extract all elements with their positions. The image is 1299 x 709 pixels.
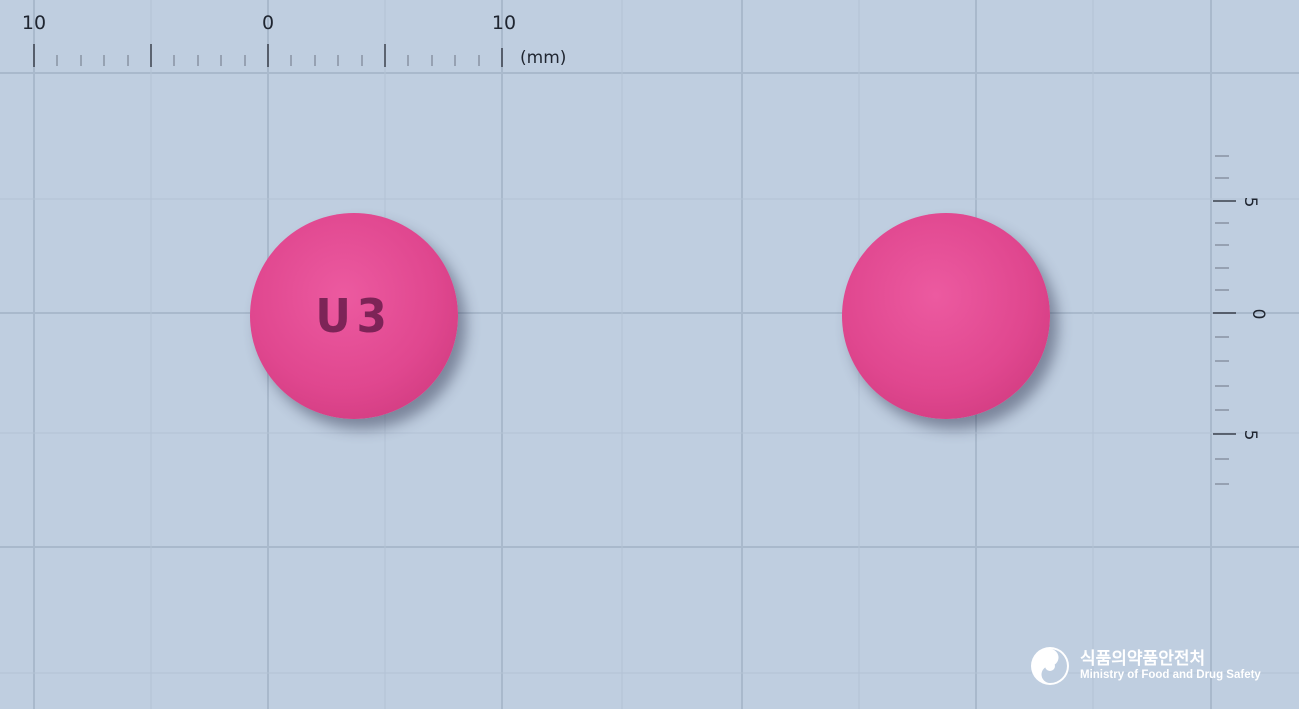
- tablet-back: [842, 213, 1050, 419]
- tablet-imprint: U3: [315, 289, 393, 343]
- top-ruler-label-zero: 0: [262, 12, 274, 34]
- right-ruler-label-lower: 5: [1240, 430, 1260, 441]
- taegeuk-emblem-icon: [1031, 647, 1069, 685]
- top-ruler-unit: (mm): [520, 48, 566, 68]
- tablet-front: U3: [250, 213, 458, 419]
- right-ruler-label-upper: 5: [1240, 197, 1260, 208]
- top-ruler-label-left: 10: [22, 12, 46, 34]
- top-ruler-label-right: 10: [492, 12, 516, 34]
- logo-name-korean: 식품의약품안전처: [1080, 649, 1206, 670]
- right-ruler-label-zero: 0: [1248, 309, 1268, 320]
- mfds-logo: 식품의약품안전처 Ministry of Food and Drug Safet…: [1030, 646, 1261, 686]
- logo-name-english: Ministry of Food and Drug Safety: [1080, 669, 1261, 682]
